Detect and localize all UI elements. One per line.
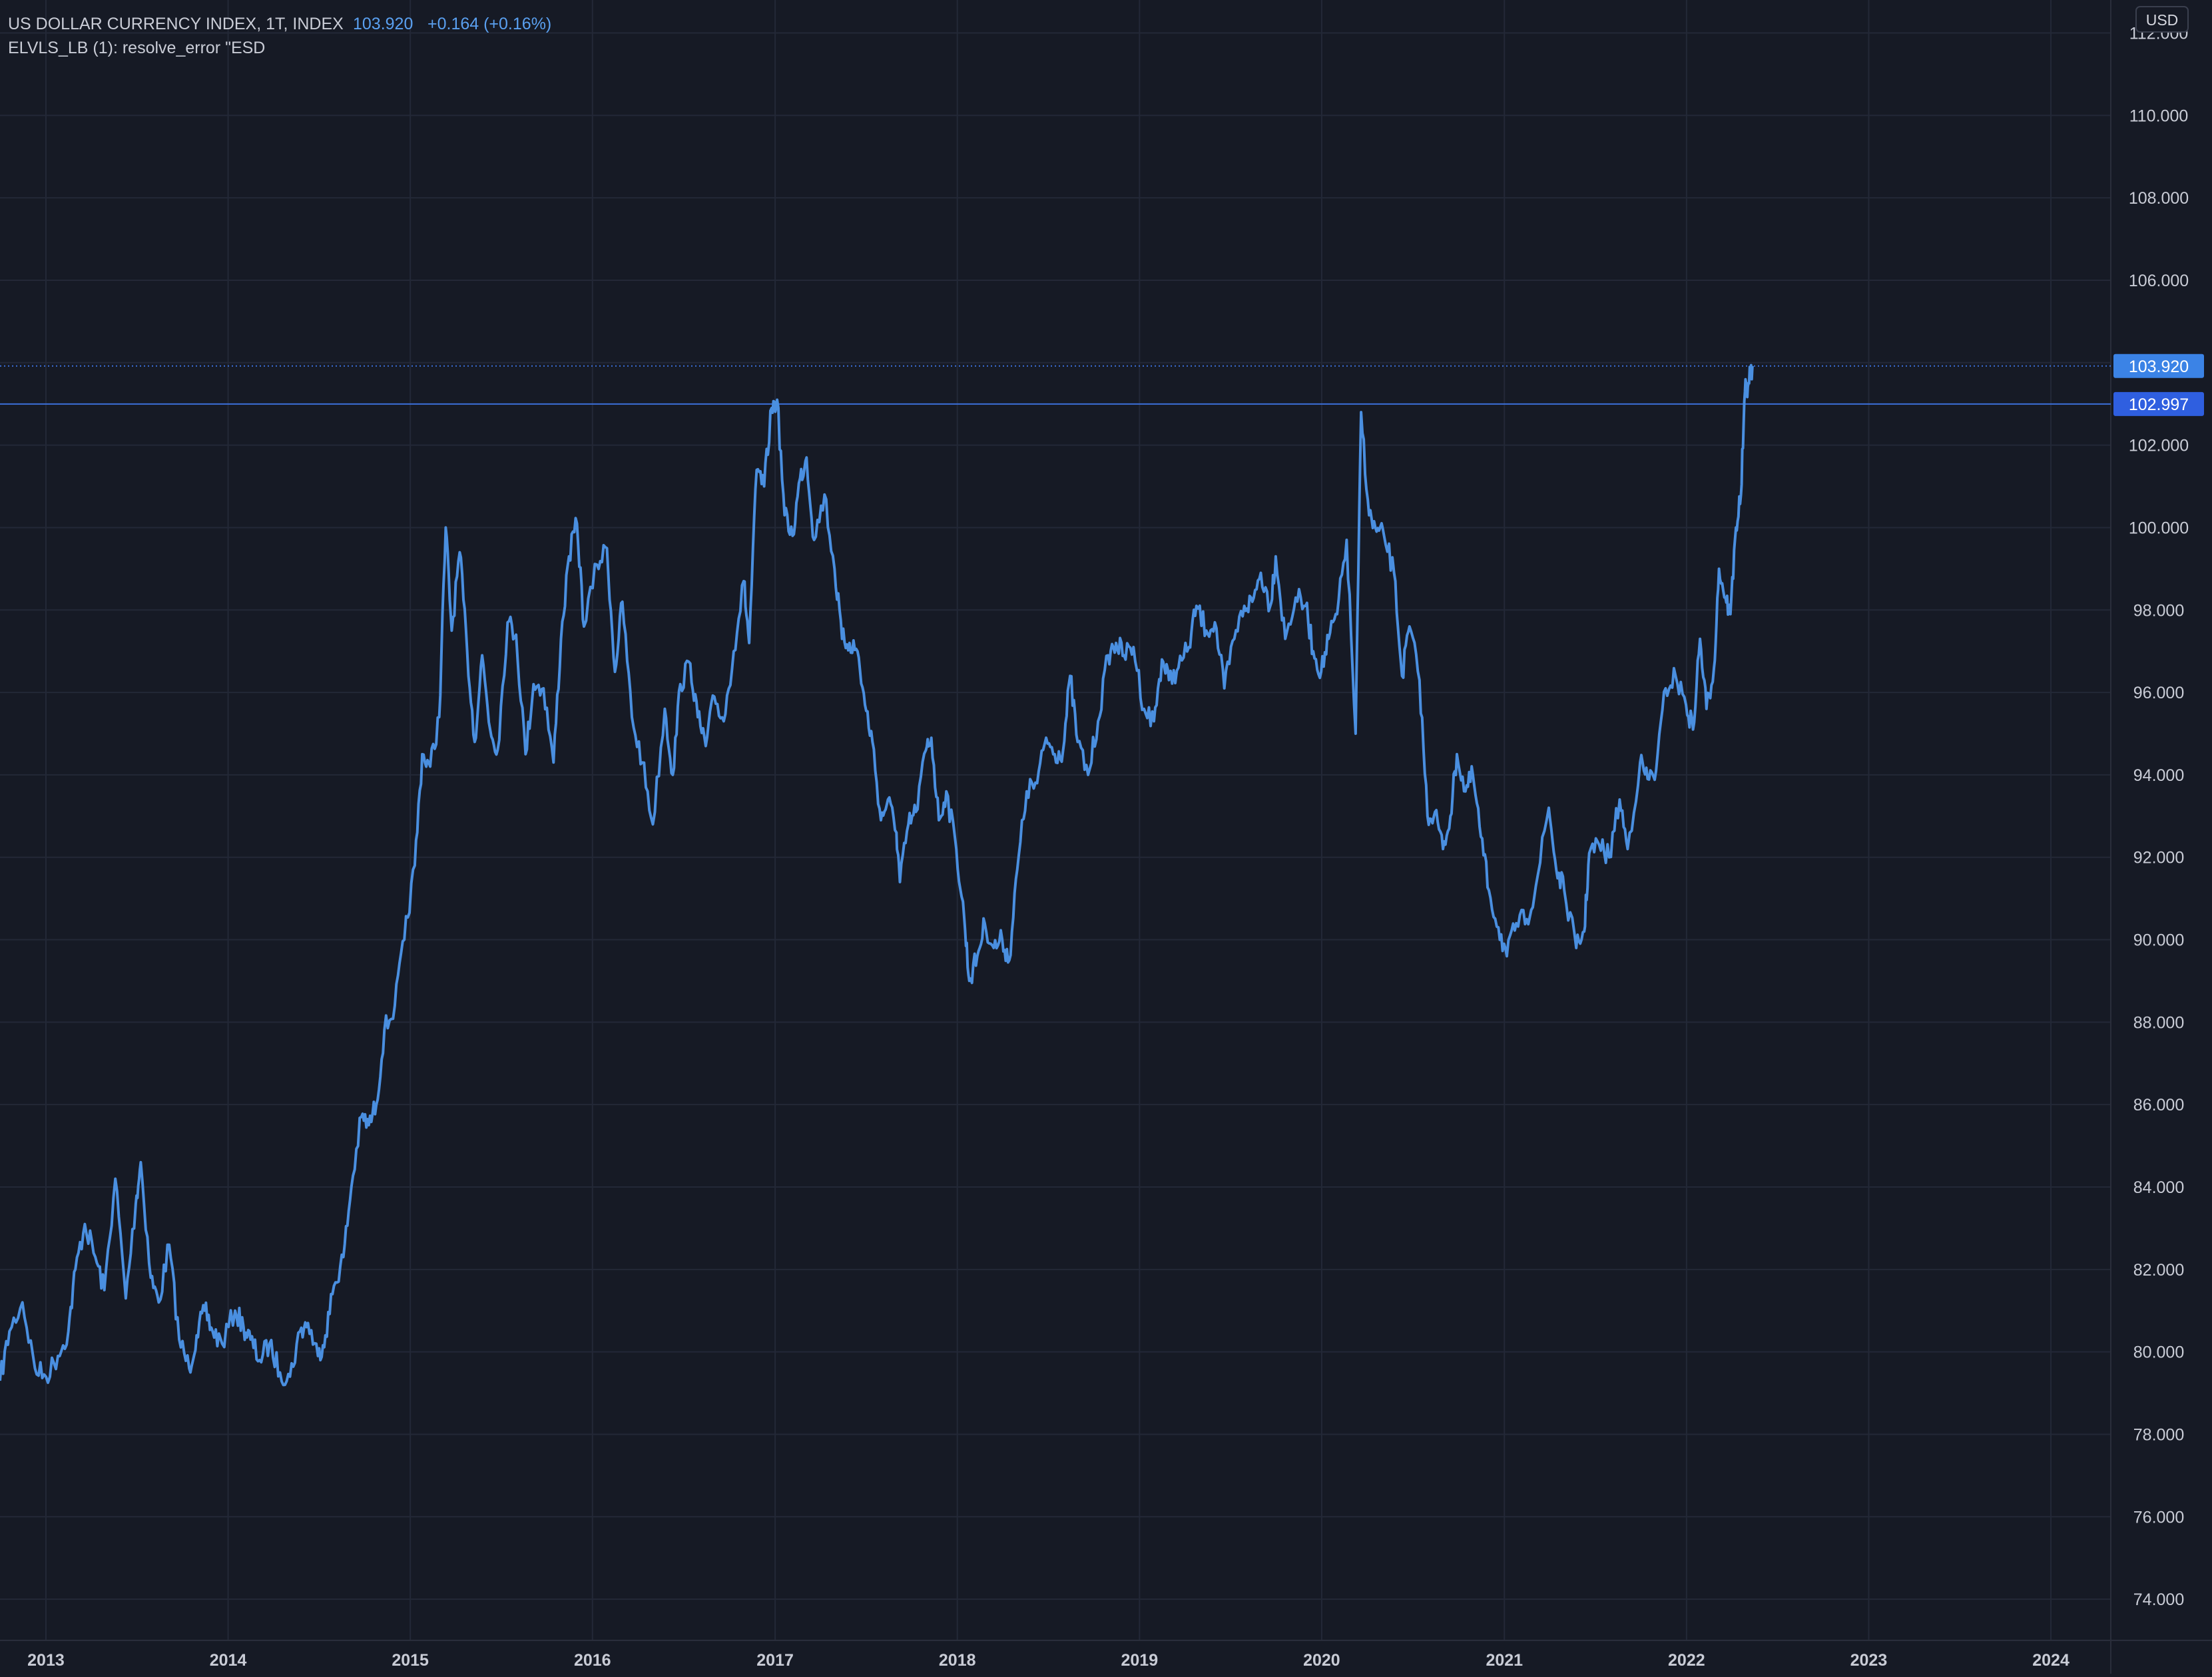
last-price-tag-bg <box>2113 354 2204 378</box>
series-layer <box>0 363 1754 1387</box>
indicator-status: ELVLS_LB (1): resolve_error "ESD <box>8 39 265 57</box>
y-tick-label: 88.000 <box>2133 1013 2184 1032</box>
x-tick-label: 2020 <box>1303 1651 1340 1670</box>
price-tags: 103.920 102.997 <box>2113 354 2204 416</box>
currency-button-label[interactable]: USD <box>2146 11 2179 29</box>
y-tick-label: 76.000 <box>2133 1508 2184 1527</box>
y-tick-label: 108.000 <box>2129 189 2189 208</box>
y-tick-label: 100.000 <box>2129 519 2189 537</box>
price-change-readout: +0.164 (+0.16%) <box>427 15 551 33</box>
y-tick-label: 102.000 <box>2129 437 2189 455</box>
x-tick-label: 2022 <box>1668 1651 1705 1670</box>
y-tick-label: 74.000 <box>2133 1590 2184 1609</box>
last-price-tag: 103.920 <box>2129 358 2189 376</box>
x-tick-label: 2018 <box>939 1651 976 1670</box>
level-price-tag: 102.997 <box>2129 395 2189 414</box>
y-tick-label: 94.000 <box>2133 766 2184 785</box>
y-tick-label: 86.000 <box>2133 1096 2184 1114</box>
y-tick-label: 78.000 <box>2133 1425 2184 1444</box>
currency-button-frame[interactable] <box>2135 6 2189 33</box>
x-tick-label: 2014 <box>210 1651 247 1670</box>
y-tick-label: 106.000 <box>2129 272 2189 290</box>
dxy-series-line[interactable] <box>0 363 1754 1387</box>
x-tick-label: 2015 <box>392 1651 429 1670</box>
y-tick-label: 90.000 <box>2133 931 2184 950</box>
level-price-tag-bg <box>2113 391 2204 416</box>
x-tick-label: 2021 <box>1486 1651 1523 1670</box>
y-tick-label: 96.000 <box>2133 684 2184 702</box>
symbol-title: US DOLLAR CURRENCY INDEX, 1T, INDEX <box>8 15 344 33</box>
y-tick-label: 98.000 <box>2133 601 2184 620</box>
y-tick-label: 84.000 <box>2133 1178 2184 1197</box>
x-tick-label: 2017 <box>756 1651 794 1670</box>
x-tick-label: 2016 <box>574 1651 611 1670</box>
x-tick-label: 2024 <box>2032 1651 2070 1670</box>
y-tick-label: 80.000 <box>2133 1343 2184 1362</box>
x-tick-label: 2023 <box>1850 1651 1888 1670</box>
chart-header: US DOLLAR CURRENCY INDEX, 1T, INDEX 103.… <box>8 15 551 57</box>
y-tick-label: 82.000 <box>2133 1261 2184 1280</box>
x-tick-label: 2013 <box>27 1651 65 1670</box>
horizontal-levels <box>0 365 2111 405</box>
last-price-readout: 103.920 <box>353 15 413 33</box>
y-tick-label: 110.000 <box>2129 107 2189 125</box>
currency-button[interactable]: USD <box>2135 6 2189 33</box>
y-tick-label: 92.000 <box>2133 849 2184 867</box>
x-tick-label: 2019 <box>1121 1651 1158 1670</box>
